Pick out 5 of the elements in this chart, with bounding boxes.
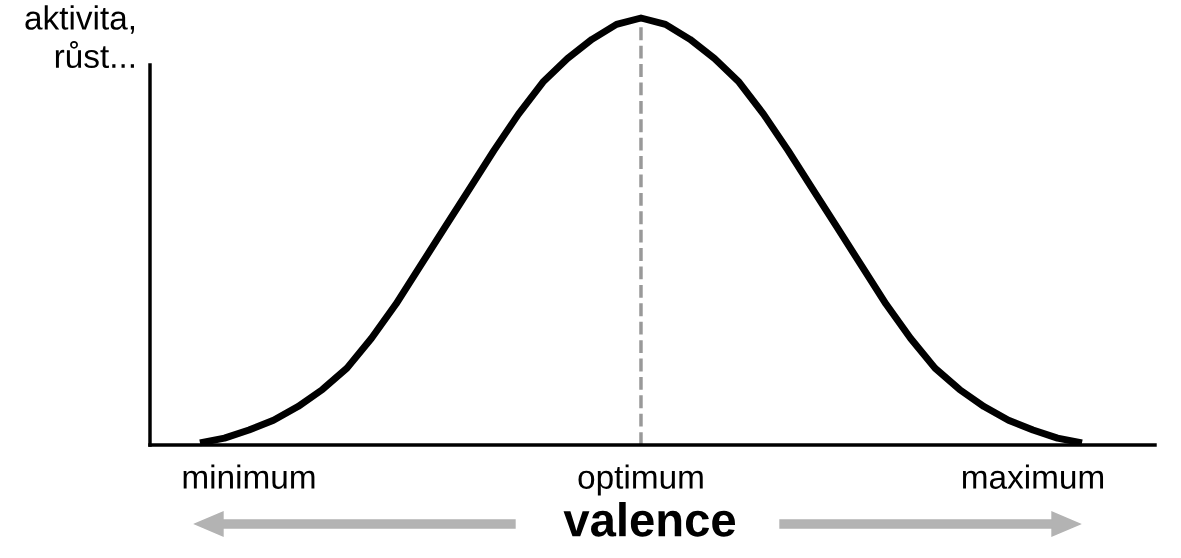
- y-axis-title: aktivita, růst...: [25, 5, 135, 69]
- x-tick-label: minimum: [183, 464, 315, 489]
- x-tick-label: maximum: [962, 464, 1104, 489]
- x-tick-label: optimum: [578, 464, 703, 496]
- x-axis-title: valence: [563, 501, 736, 537]
